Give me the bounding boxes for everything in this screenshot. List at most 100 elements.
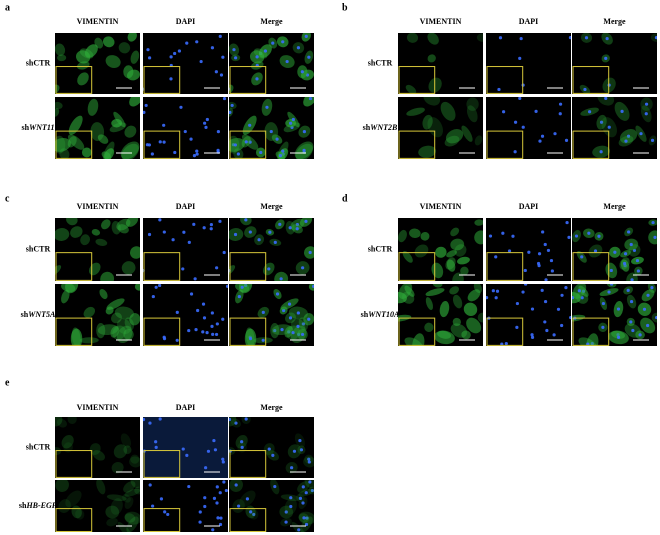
inset-frame [55, 508, 93, 532]
column-header: Merge [260, 403, 283, 412]
nucleus [215, 266, 219, 270]
column-header: DAPI [176, 202, 196, 211]
nucleus [144, 103, 148, 108]
nucleus [616, 335, 621, 339]
cell [106, 517, 118, 527]
nucleus [219, 516, 223, 520]
cell [406, 107, 425, 116]
micrograph [143, 33, 228, 94]
nucleus [211, 332, 215, 337]
nucleus [248, 230, 252, 234]
cell [402, 250, 413, 263]
row-prefix: sh [21, 310, 29, 319]
nucleus [244, 417, 248, 421]
cell [66, 218, 78, 226]
cell [440, 101, 456, 121]
image-background [486, 218, 571, 281]
nucleus [295, 227, 299, 231]
nucleus [158, 140, 162, 144]
nucleus [537, 252, 542, 256]
inset-frame [398, 317, 436, 346]
nucleus [201, 302, 206, 306]
nucleus [291, 117, 295, 122]
nucleus [588, 110, 592, 114]
nucleus [486, 296, 489, 300]
cells [143, 34, 225, 91]
cell [96, 480, 106, 495]
cell [461, 330, 471, 340]
nucleus [248, 337, 253, 341]
cell [467, 289, 481, 302]
cell [55, 480, 69, 492]
cell [409, 228, 421, 239]
micrograph [143, 480, 228, 532]
nucleus [175, 338, 179, 342]
nucleus [290, 466, 294, 470]
nucleus [305, 516, 309, 520]
nucleus [580, 255, 584, 259]
cell [445, 129, 464, 144]
cells [55, 417, 140, 474]
cell [67, 417, 77, 425]
cell [130, 50, 140, 64]
nucleus [234, 483, 238, 487]
nucleus [225, 284, 228, 288]
nucleus [205, 117, 209, 122]
nucleus [291, 331, 295, 335]
nucleus [536, 261, 541, 266]
cell [89, 443, 101, 455]
nucleus [284, 520, 288, 524]
nucleus [255, 77, 259, 81]
panel-label: a [5, 2, 10, 13]
nucleus [567, 235, 571, 239]
nucleus [523, 268, 527, 273]
nucleus [183, 129, 187, 134]
cell [126, 516, 139, 532]
inset-frame [229, 450, 267, 478]
cells [580, 97, 657, 158]
nucleus [163, 510, 167, 514]
cell [70, 226, 83, 238]
micrograph [486, 97, 571, 159]
column-header: Merge [260, 17, 283, 26]
nucleus [148, 421, 152, 425]
cell [124, 125, 137, 138]
nucleus [284, 510, 288, 514]
cell [476, 33, 483, 42]
nucleus [248, 123, 252, 127]
column-header: VIMENTIN [420, 17, 462, 26]
nucleus [504, 341, 508, 346]
cell [474, 135, 483, 146]
nucleus [545, 328, 549, 333]
cell [95, 238, 108, 247]
image-background [55, 218, 140, 281]
row-label: shCTR [368, 244, 393, 253]
nucleus [204, 125, 208, 129]
cell [100, 271, 115, 281]
nucleus [501, 231, 505, 235]
nucleus [311, 284, 314, 288]
cell [452, 272, 464, 281]
nucleus [287, 302, 292, 306]
cell [424, 322, 434, 332]
nucleus [308, 97, 313, 101]
nucleus [221, 457, 225, 461]
nucleus [530, 307, 535, 311]
nucleus [148, 56, 152, 60]
column-header: VIMENTIN [77, 403, 119, 412]
cell [129, 456, 140, 468]
cell [63, 442, 73, 453]
nucleus [299, 448, 304, 452]
nucleus [298, 496, 303, 500]
nucleus [593, 249, 598, 253]
nucleus [179, 105, 183, 109]
nucleus [646, 293, 650, 297]
cell [124, 317, 135, 331]
nucleus [308, 250, 312, 255]
cell [466, 97, 479, 111]
nucleus [297, 332, 301, 337]
row-prefix: sh [361, 310, 369, 319]
nucleus [639, 132, 643, 136]
nucleus [301, 322, 305, 326]
